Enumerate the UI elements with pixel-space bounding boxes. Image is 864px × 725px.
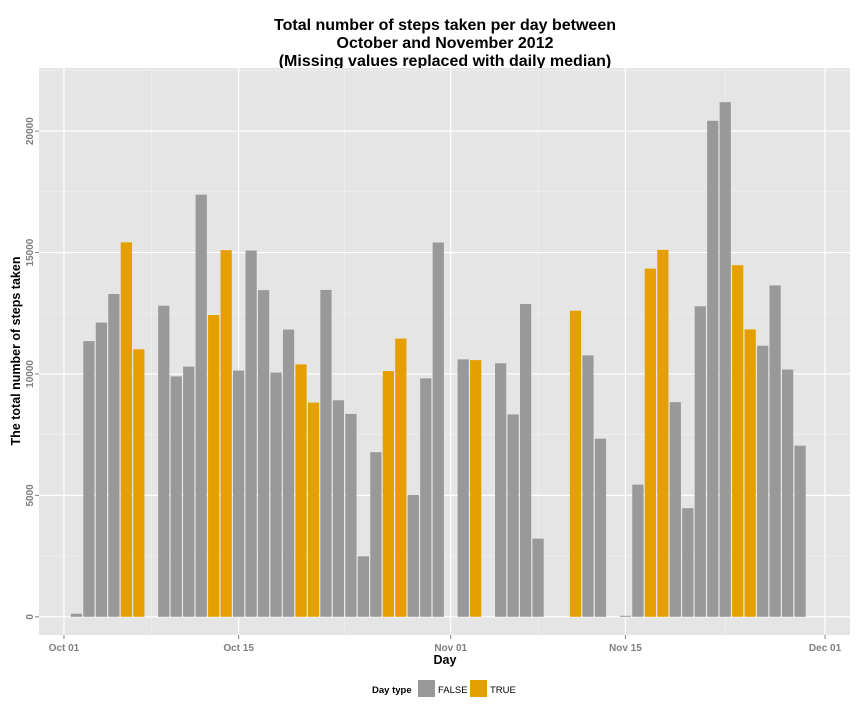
legend-key-false bbox=[418, 680, 435, 697]
chart-title-line-2: October and November 2012 bbox=[337, 35, 554, 52]
bar-2012-11-12 bbox=[582, 355, 594, 617]
bar-2012-10-31 bbox=[432, 242, 444, 617]
bar-2012-10-20 bbox=[295, 364, 307, 617]
bar-2012-10-26 bbox=[370, 452, 382, 617]
bar-2012-10-14 bbox=[220, 250, 232, 617]
bar-2012-11-08 bbox=[532, 538, 544, 617]
bar-2012-10-16 bbox=[245, 250, 257, 617]
bar-2012-11-22 bbox=[707, 120, 719, 617]
y-axis-title: The total number of steps taken bbox=[9, 257, 23, 446]
bar-2012-11-15 bbox=[619, 615, 632, 617]
bar-2012-10-13 bbox=[208, 315, 220, 617]
bar-2012-10-03 bbox=[83, 341, 95, 617]
bar-2012-10-23 bbox=[332, 400, 345, 617]
legend-label-true: TRUE bbox=[490, 685, 516, 696]
bar-2012-11-26 bbox=[757, 345, 769, 617]
bar-2012-10-17 bbox=[257, 290, 270, 617]
x-axis-title: Day bbox=[434, 653, 457, 667]
x-tick-label: Oct 15 bbox=[223, 643, 254, 654]
y-tick-label: 0 bbox=[25, 614, 36, 620]
bar-2012-10-22 bbox=[320, 289, 332, 617]
bar-2012-10-11 bbox=[183, 366, 195, 617]
y-tick-label: 15000 bbox=[25, 238, 36, 266]
bar-2012-11-24 bbox=[732, 265, 744, 617]
bar-2012-11-07 bbox=[519, 303, 532, 617]
y-tick-label: 5000 bbox=[25, 484, 36, 507]
legend: Day type FALSE TRUE bbox=[372, 680, 516, 697]
y-axis-ticks: 0 5000 10000 15000 20000 bbox=[25, 117, 39, 620]
bar-2012-10-15 bbox=[233, 370, 245, 617]
bar-2012-11-23 bbox=[719, 102, 731, 617]
bar-2012-11-13 bbox=[594, 438, 607, 617]
bar-2012-11-06 bbox=[507, 414, 519, 617]
bar-2012-10-07 bbox=[133, 349, 145, 617]
bar-2012-11-17 bbox=[644, 268, 656, 617]
y-tick-label: 10000 bbox=[25, 360, 36, 388]
bar-2012-10-18 bbox=[270, 372, 282, 617]
bar-2012-10-10 bbox=[170, 376, 182, 617]
bar-2012-10-04 bbox=[95, 322, 107, 617]
bar-2012-10-06 bbox=[120, 242, 132, 617]
bar-2012-10-29 bbox=[407, 494, 419, 617]
bar-2012-11-18 bbox=[657, 249, 669, 617]
bar-2012-10-05 bbox=[108, 293, 120, 617]
bar-2012-11-27 bbox=[769, 285, 781, 617]
bar-2012-10-21 bbox=[307, 402, 320, 617]
legend-label-false: FALSE bbox=[438, 685, 468, 696]
x-tick-label: Nov 01 bbox=[434, 643, 467, 654]
x-tick-label: Oct 01 bbox=[49, 643, 80, 654]
chart-title-line-1: Total number of steps taken per day betw… bbox=[274, 17, 616, 34]
bar-2012-10-30 bbox=[420, 378, 432, 617]
bar-2012-11-16 bbox=[632, 484, 644, 617]
legend-title: Day type bbox=[372, 685, 412, 696]
bar-2012-11-05 bbox=[495, 363, 507, 617]
legend-key-true bbox=[470, 680, 487, 697]
bar-2012-10-28 bbox=[395, 338, 407, 617]
bar-2012-11-03 bbox=[470, 360, 482, 617]
bar-2012-10-09 bbox=[158, 305, 170, 617]
x-tick-label: Nov 15 bbox=[609, 643, 642, 654]
bar-2012-11-19 bbox=[669, 402, 681, 617]
bar-2012-10-02 bbox=[70, 613, 83, 617]
bar-2012-11-21 bbox=[694, 306, 706, 617]
x-axis-ticks: Oct 01 Oct 15 Nov 01 Nov 15 Dec 01 bbox=[49, 635, 842, 654]
bars bbox=[70, 102, 806, 617]
chart-title-line-3: (Missing values replaced with daily medi… bbox=[279, 53, 612, 70]
bar-2012-10-27 bbox=[382, 371, 394, 617]
bar-2012-10-24 bbox=[345, 413, 357, 617]
bar-2012-10-12 bbox=[195, 194, 207, 617]
bar-2012-11-02 bbox=[457, 359, 469, 617]
bar-2012-11-29 bbox=[794, 445, 806, 617]
bar-2012-11-25 bbox=[744, 329, 756, 617]
bar-2012-10-25 bbox=[357, 556, 370, 617]
y-tick-label: 20000 bbox=[25, 117, 36, 145]
bar-2012-11-20 bbox=[682, 508, 694, 617]
bar-2012-10-19 bbox=[282, 329, 295, 617]
bar-2012-11-11 bbox=[569, 310, 582, 617]
bar-2012-11-28 bbox=[782, 369, 794, 617]
x-tick-label: Dec 01 bbox=[809, 643, 842, 654]
